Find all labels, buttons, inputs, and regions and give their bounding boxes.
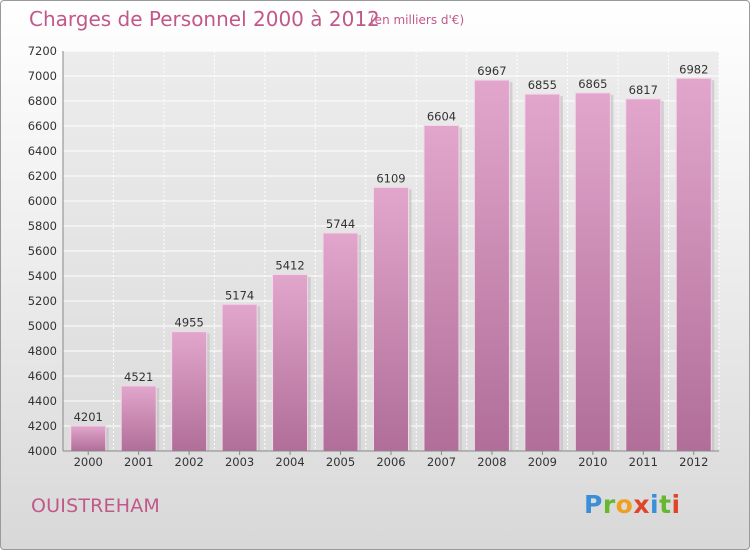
y-tick-label: 5600 xyxy=(28,244,57,258)
y-tick-label: 5400 xyxy=(28,269,57,283)
logo-letter: i xyxy=(650,490,660,519)
data-label: 5412 xyxy=(275,259,304,273)
chart-title: Charges de Personnel 2000 à 2012 xyxy=(29,7,380,31)
x-tick-label: 2004 xyxy=(275,455,304,469)
x-tick-label: 2000 xyxy=(74,455,103,469)
y-tick-label: 4800 xyxy=(28,344,57,358)
logo-letter: P xyxy=(584,490,603,519)
data-label: 6817 xyxy=(629,83,658,97)
data-label: 6865 xyxy=(578,77,607,91)
x-tick-label: 2009 xyxy=(528,455,557,469)
data-label: 4201 xyxy=(74,410,103,424)
bar xyxy=(675,77,712,452)
data-label: 6982 xyxy=(679,62,708,76)
y-tick-label: 7200 xyxy=(28,44,57,58)
data-label: 5174 xyxy=(225,288,254,302)
chart-subtitle: (en milliers d'€) xyxy=(370,13,465,27)
x-tick-label: 2002 xyxy=(175,455,204,469)
y-tick-label: 5000 xyxy=(28,319,57,333)
bar xyxy=(423,125,460,452)
y-tick-label: 5200 xyxy=(28,294,57,308)
y-tick-label: 4200 xyxy=(28,419,57,433)
x-tick-label: 2008 xyxy=(477,455,506,469)
x-tick-label: 2006 xyxy=(376,455,405,469)
y-tick-label: 6200 xyxy=(28,169,57,183)
x-tick-label: 2011 xyxy=(629,455,658,469)
bar xyxy=(322,232,359,452)
data-label: 5744 xyxy=(326,217,355,231)
data-label: 6967 xyxy=(477,64,506,78)
logo-letter: o xyxy=(615,490,634,519)
bar xyxy=(171,331,208,452)
x-tick-label: 2012 xyxy=(679,455,708,469)
y-tick-label: 4400 xyxy=(28,394,57,408)
y-tick-label: 6600 xyxy=(28,119,57,133)
bar xyxy=(625,98,662,452)
data-label: 4521 xyxy=(124,370,153,384)
y-tick-label: 5800 xyxy=(28,219,57,233)
proxiti-logo[interactable]: Proxiti xyxy=(584,490,681,519)
y-tick-label: 7000 xyxy=(28,69,57,83)
logo-letter: x xyxy=(633,490,650,519)
y-tick-label: 6000 xyxy=(28,194,57,208)
data-label: 4955 xyxy=(175,316,204,330)
data-label: 6855 xyxy=(528,78,557,92)
x-tick-label: 2003 xyxy=(225,455,254,469)
bar xyxy=(272,274,309,452)
bar xyxy=(221,303,258,452)
y-tick-label: 6400 xyxy=(28,144,57,158)
bar xyxy=(120,385,157,452)
y-tick-label: 6800 xyxy=(28,94,57,108)
logo-letter: t xyxy=(659,490,672,519)
city-name: OUISTREHAM xyxy=(31,495,161,517)
bar xyxy=(524,93,561,452)
bar xyxy=(70,425,107,452)
data-label: 6109 xyxy=(376,171,405,185)
bar xyxy=(473,79,510,452)
y-tick-label: 4000 xyxy=(28,444,57,458)
data-label: 6604 xyxy=(427,110,456,124)
x-tick-label: 2001 xyxy=(124,455,153,469)
x-tick-label: 2010 xyxy=(578,455,607,469)
bar xyxy=(373,186,409,452)
x-tick-label: 2007 xyxy=(427,455,456,469)
logo-letter: i xyxy=(671,490,681,519)
x-tick-label: 2005 xyxy=(326,455,355,469)
y-tick-label: 4600 xyxy=(28,369,57,383)
bar xyxy=(574,92,611,452)
logo-letter: r xyxy=(602,490,616,519)
